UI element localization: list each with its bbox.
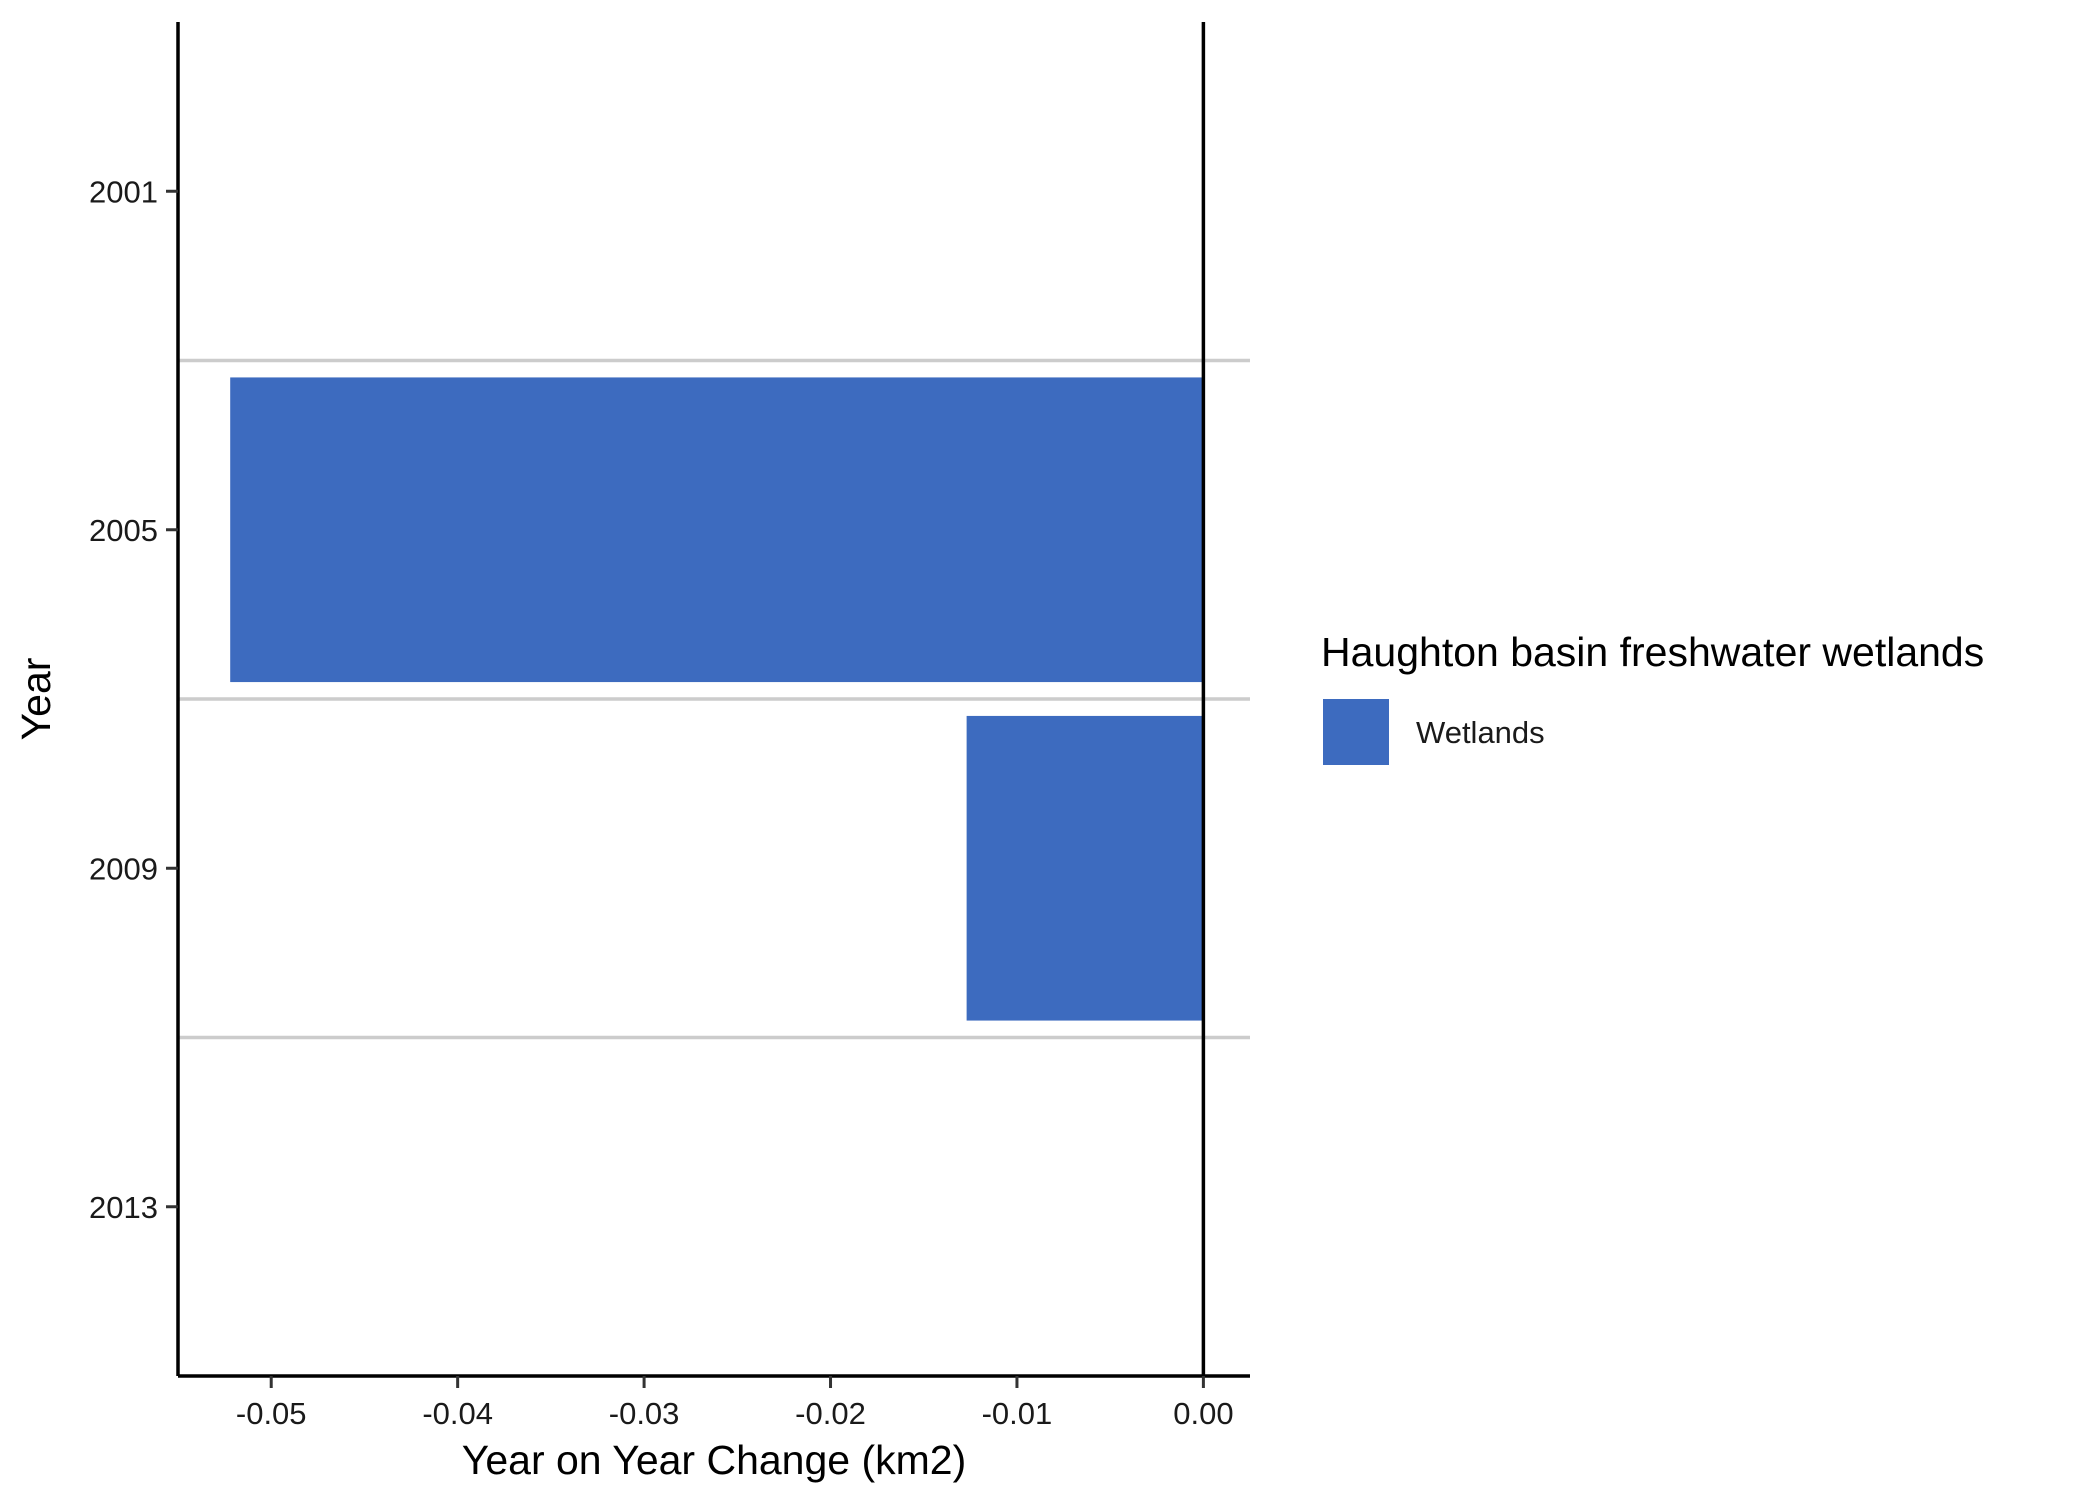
legend-key-wetlands (1323, 699, 1389, 765)
x-axis-ticks: -0.05 -0.04 -0.03 -0.02 -0.01 0.00 (236, 1376, 1234, 1431)
y-tick-label: 2013 (89, 1190, 158, 1225)
x-tick-label: -0.05 (236, 1396, 307, 1431)
y-tick-label: 2005 (89, 513, 158, 548)
axes (176, 22, 1250, 1378)
x-tick-label: 0.00 (1173, 1396, 1233, 1431)
legend-title: Haughton basin freshwater wetlands (1321, 629, 1984, 675)
y-axis-ticks: 2001 2005 2009 2013 (89, 174, 178, 1225)
x-tick-label: -0.04 (422, 1396, 493, 1431)
y-tick-label: 2001 (89, 174, 158, 209)
bar-2009 (966, 715, 1204, 1021)
x-axis-title: Year on Year Change (km2) (462, 1437, 967, 1483)
category-separators (178, 358, 1250, 1040)
x-tick-label: -0.03 (609, 1396, 680, 1431)
bar-2005 (230, 377, 1204, 683)
bars (230, 377, 1204, 1021)
legend-label-wetlands: Wetlands (1416, 715, 1545, 750)
x-tick-label: -0.01 (982, 1396, 1053, 1431)
y-tick-label: 2009 (89, 851, 158, 886)
y-axis-title: Year (13, 658, 59, 741)
legend: Haughton basin freshwater wetlands Wetla… (1321, 629, 1984, 765)
x-tick-label: -0.02 (795, 1396, 866, 1431)
